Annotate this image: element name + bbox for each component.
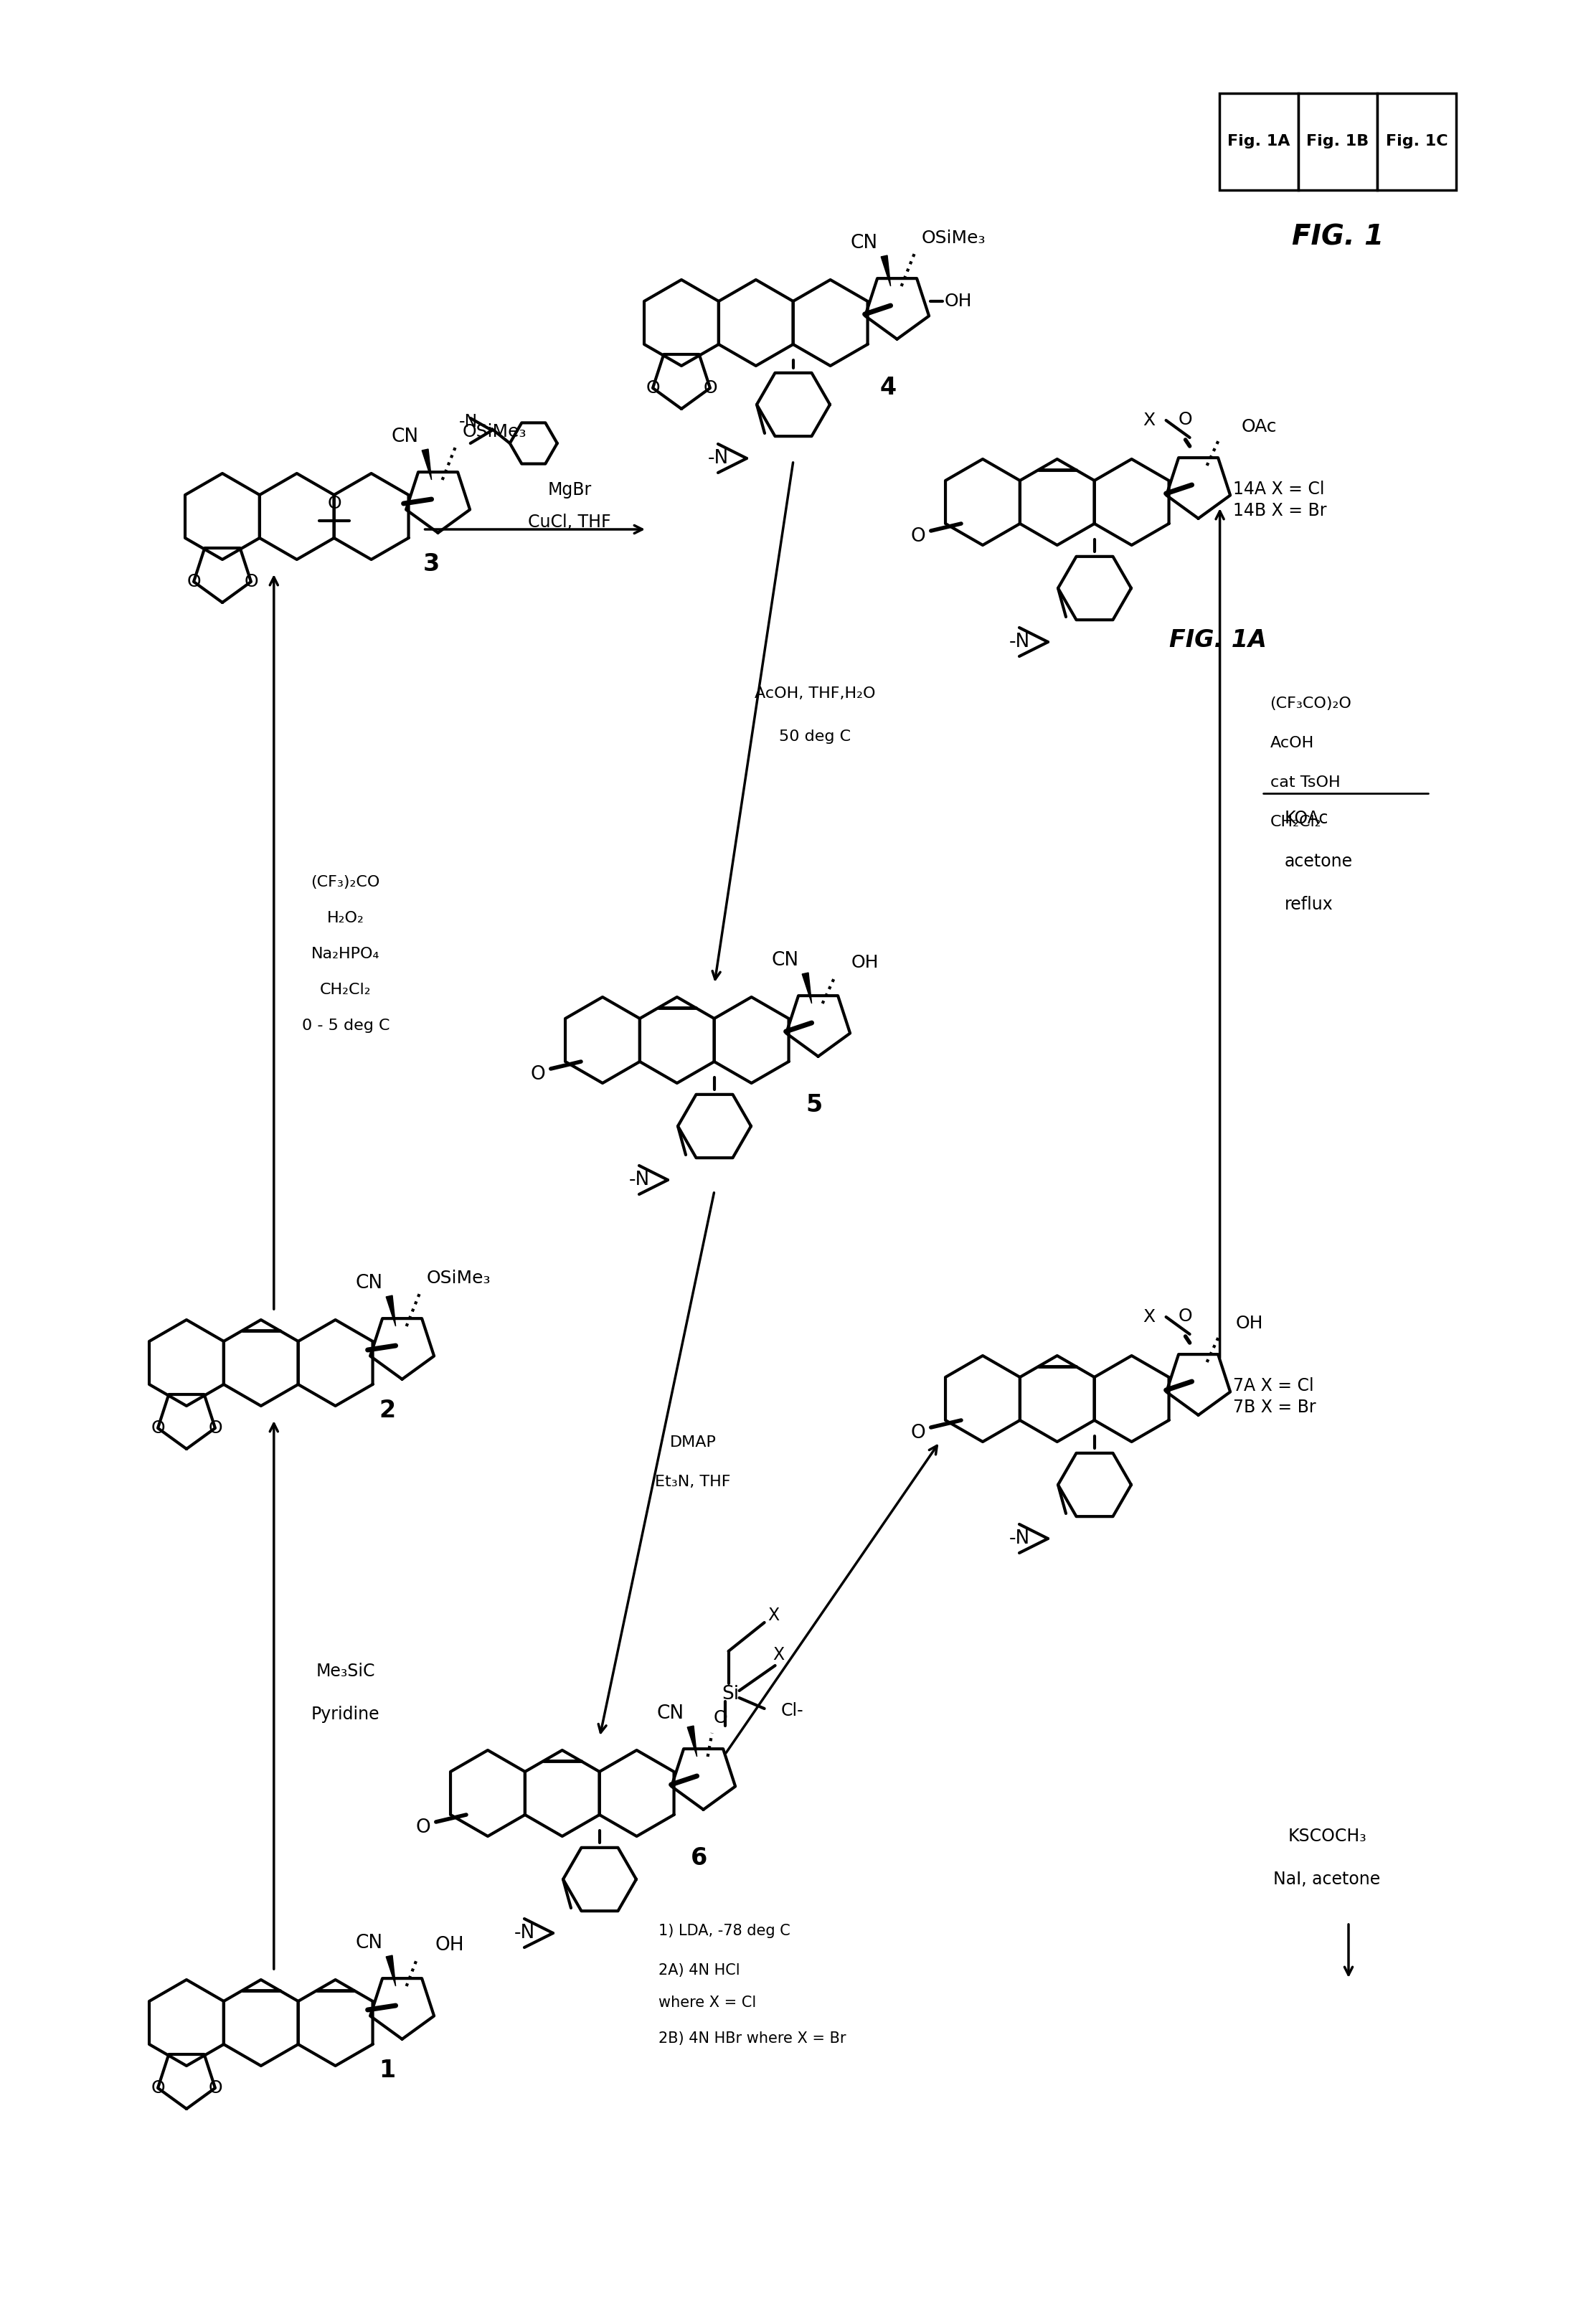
Text: acetone: acetone [1285,853,1353,870]
Polygon shape [803,972,812,1004]
Text: 1: 1 [378,2059,396,2082]
Text: Fig. 1A: Fig. 1A [1227,135,1290,148]
Text: OH: OH [436,1936,464,1955]
Text: -N: -N [1009,1528,1029,1547]
Polygon shape [688,1725,697,1758]
Text: where X = Cl: where X = Cl [658,1997,757,2011]
Text: NaI, acetone: NaI, acetone [1274,1871,1381,1888]
Bar [1377,93,1456,190]
Text: OH: OH [945,292,972,311]
Text: CN: CN [851,234,878,253]
Text: AcOH: AcOH [1270,735,1314,751]
Text: FIG. 1: FIG. 1 [1291,223,1384,250]
Text: CH₂Cl₂: CH₂Cl₂ [1270,814,1321,830]
Bar [1298,93,1377,190]
Text: O: O [646,380,659,397]
Text: OH: OH [1235,1315,1264,1331]
Text: MgBr: MgBr [547,482,592,499]
Text: O: O [150,1419,164,1438]
Text: X: X [768,1607,779,1623]
Text: CH₂Cl₂: CH₂Cl₂ [319,983,372,997]
Text: -N: -N [458,413,477,431]
Text: reflux: reflux [1285,895,1333,914]
Text: 3: 3 [423,552,440,575]
Polygon shape [881,255,891,285]
Text: 2A) 4N HCl: 2A) 4N HCl [658,1964,739,1978]
Text: H₂O₂: H₂O₂ [327,911,364,925]
Text: O: O [207,2080,222,2096]
Text: O: O [415,1818,431,1837]
Text: CN: CN [391,427,418,445]
Text: Cl-: Cl- [780,1702,803,1718]
Text: KSCOCH₃: KSCOCH₃ [1288,1827,1366,1846]
Polygon shape [421,450,431,480]
Text: -N: -N [629,1171,650,1190]
Text: O: O [911,1424,926,1442]
Text: Fig. 1C: Fig. 1C [1385,135,1448,148]
Text: OSiMe₃: OSiMe₃ [426,1268,492,1287]
Text: (CF₃CO)₂O: (CF₃CO)₂O [1270,696,1352,712]
Text: 6: 6 [691,1846,707,1869]
Text: O: O [187,573,201,591]
Text: Fig. 1B: Fig. 1B [1307,135,1369,148]
Text: O: O [1178,410,1192,429]
Text: CN: CN [356,1934,383,1953]
Text: -N: -N [707,450,729,468]
Text: 4: 4 [879,376,897,399]
Text: 1) LDA, -78 deg C: 1) LDA, -78 deg C [658,1925,790,1939]
Text: OH: OH [851,953,879,972]
Text: AcOH, THF,H₂O: AcOH, THF,H₂O [755,686,875,700]
Text: OSiMe₃: OSiMe₃ [921,230,986,246]
Text: 2B) 4N HBr where X = Br: 2B) 4N HBr where X = Br [658,2031,846,2045]
Text: 14A X = Cl: 14A X = Cl [1232,480,1325,499]
Text: CN: CN [356,1273,383,1292]
Text: CuCl, THF: CuCl, THF [528,512,611,531]
Text: O: O [530,1064,546,1083]
Text: O: O [327,494,342,512]
Text: FIG. 1A: FIG. 1A [1168,628,1267,652]
Text: -N: -N [1009,633,1029,652]
Text: O: O [1178,1308,1192,1324]
Text: DMAP: DMAP [670,1435,717,1449]
Text: 7B X = Br: 7B X = Br [1232,1398,1315,1417]
Text: Et₃N, THF: Et₃N, THF [654,1475,731,1489]
Text: O: O [713,1709,728,1728]
Text: OSiMe₃: OSiMe₃ [463,422,527,441]
Text: 14B X = Br: 14B X = Br [1232,503,1326,519]
Polygon shape [386,1955,396,1985]
Text: (CF₃)₂CO: (CF₃)₂CO [311,874,380,890]
Text: KOAc: KOAc [1285,809,1328,828]
Text: X: X [772,1646,785,1663]
Text: cat TsOH: cat TsOH [1270,775,1341,791]
Text: Si: Si [721,1686,739,1704]
Text: 0 - 5 deg C: 0 - 5 deg C [302,1018,389,1032]
Text: 50 deg C: 50 deg C [779,730,851,744]
Polygon shape [386,1296,396,1326]
Text: O: O [207,1419,222,1438]
Text: O: O [150,2080,164,2096]
Text: O: O [244,573,259,591]
Text: O: O [704,380,717,397]
Text: Pyridine: Pyridine [311,1707,380,1723]
Text: 5: 5 [806,1092,822,1115]
Text: Na₂HPO₄: Na₂HPO₄ [311,946,380,960]
Text: Me₃SiC: Me₃SiC [316,1663,375,1679]
Text: O: O [911,526,926,545]
Text: 2: 2 [378,1398,396,1422]
Text: OAc: OAc [1242,417,1277,436]
Bar [1219,93,1298,190]
Text: CN: CN [656,1704,685,1723]
Text: CN: CN [771,951,800,969]
Text: -N: -N [514,1925,535,1943]
Text: 7A X = Cl: 7A X = Cl [1232,1377,1314,1394]
Text: X: X [1143,1308,1156,1326]
Text: X: X [1143,413,1156,429]
